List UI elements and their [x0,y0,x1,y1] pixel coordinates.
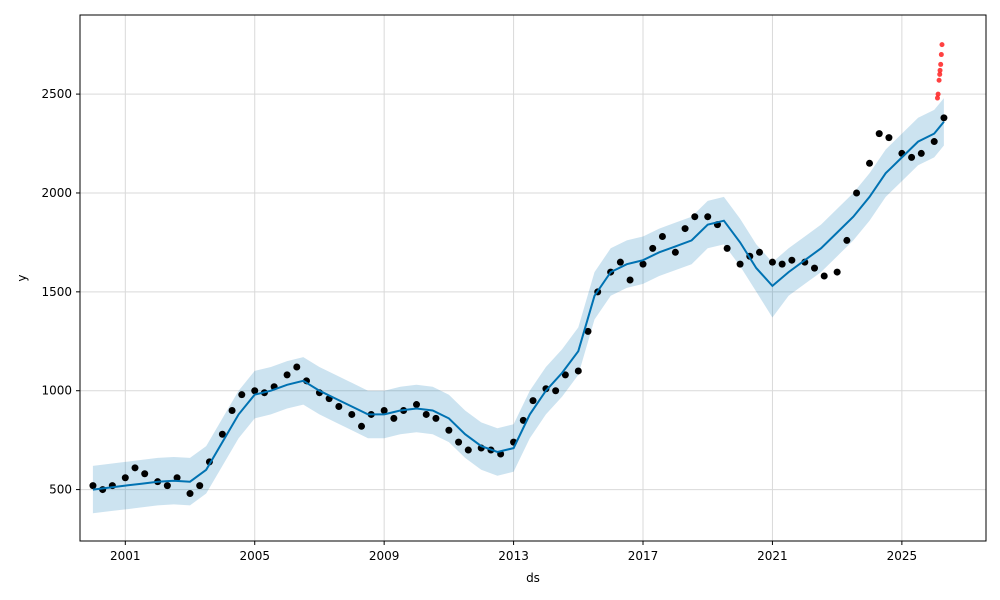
observed-point [89,482,97,490]
observed-point [455,438,463,446]
observed-point [704,213,712,221]
observed-point [186,490,194,498]
x-tick-label: 2005 [239,549,270,563]
observed-point [788,256,796,264]
y-tick-label: 2500 [41,87,72,101]
forecast-line [92,121,945,491]
observed-point [561,371,569,379]
observed-point [163,482,171,490]
observed-point [574,367,582,375]
observed-points [89,114,948,498]
observed-point [866,159,874,167]
observed-point [283,371,291,379]
x-tick-label: 2001 [110,549,141,563]
observed-point [380,406,388,414]
uncertainty-band [92,98,944,514]
observed-point [251,387,259,395]
observed-point [843,236,851,244]
y-tick-label: 1000 [41,384,72,398]
observed-point [768,258,776,266]
observed-point [293,363,301,371]
observed-point [658,232,666,240]
observed-point [584,327,592,335]
observed-point [616,258,624,266]
plot-frame [79,14,987,542]
outlier-points [934,42,945,101]
observed-point [413,401,421,409]
grid-lines [80,15,986,541]
outlier-point [935,91,941,97]
x-tick-label: 2025 [887,549,918,563]
observed-point [464,446,472,454]
x-tick-label: 2021 [757,549,788,563]
observed-point [820,272,828,280]
outlier-point [936,77,942,83]
x-tick-label: 2017 [628,549,659,563]
plot-background [80,15,986,541]
observed-point [681,225,689,233]
observed-point [422,410,430,418]
observed-point [218,430,226,438]
observed-point [552,387,560,395]
outlier-point [937,71,943,77]
y-axis-label: y [15,274,29,281]
x-axis-label: ds [526,571,540,585]
y-tick-label: 500 [49,483,72,497]
observed-point [445,426,453,434]
observed-point [529,397,537,405]
observed-point [875,130,883,138]
y-tick-label: 1500 [41,285,72,299]
y-axis-ticks: 500 1000 1500 2000 2500 [41,87,80,497]
observed-point [908,153,916,161]
observed-point [691,213,699,221]
observed-point [238,391,246,399]
observed-point [723,244,731,252]
observed-point [833,268,841,276]
outlier-point [934,95,940,101]
outlier-point [938,52,944,58]
outlier-point [938,61,944,67]
observed-point [335,403,343,411]
observed-point [778,260,786,268]
observed-point [390,414,398,422]
observed-point [173,474,181,482]
observed-point [196,482,204,490]
observed-point [432,414,440,422]
x-tick-label: 2009 [369,549,400,563]
observed-point [228,406,236,414]
observed-point [930,138,938,146]
observed-point [940,114,948,122]
x-tick-label: 2013 [498,549,529,563]
observed-point [141,470,149,478]
observed-point [121,474,129,482]
observed-point [917,149,925,157]
outlier-point [937,67,943,73]
y-tick-label: 2000 [41,186,72,200]
observed-point [358,422,366,430]
observed-point [811,264,819,272]
x-axis-ticks: 2001 2005 2009 2013 2017 2021 2025 [110,541,917,563]
observed-point [671,248,679,256]
observed-point [131,464,139,472]
observed-point [736,260,744,268]
observed-point [756,248,763,256]
observed-point [626,276,634,284]
observed-point [853,189,861,197]
observed-point [639,260,647,268]
observed-point [348,410,356,418]
observed-point [542,385,550,393]
outlier-point [939,42,945,48]
observed-point [885,134,893,142]
observed-point [649,244,657,252]
